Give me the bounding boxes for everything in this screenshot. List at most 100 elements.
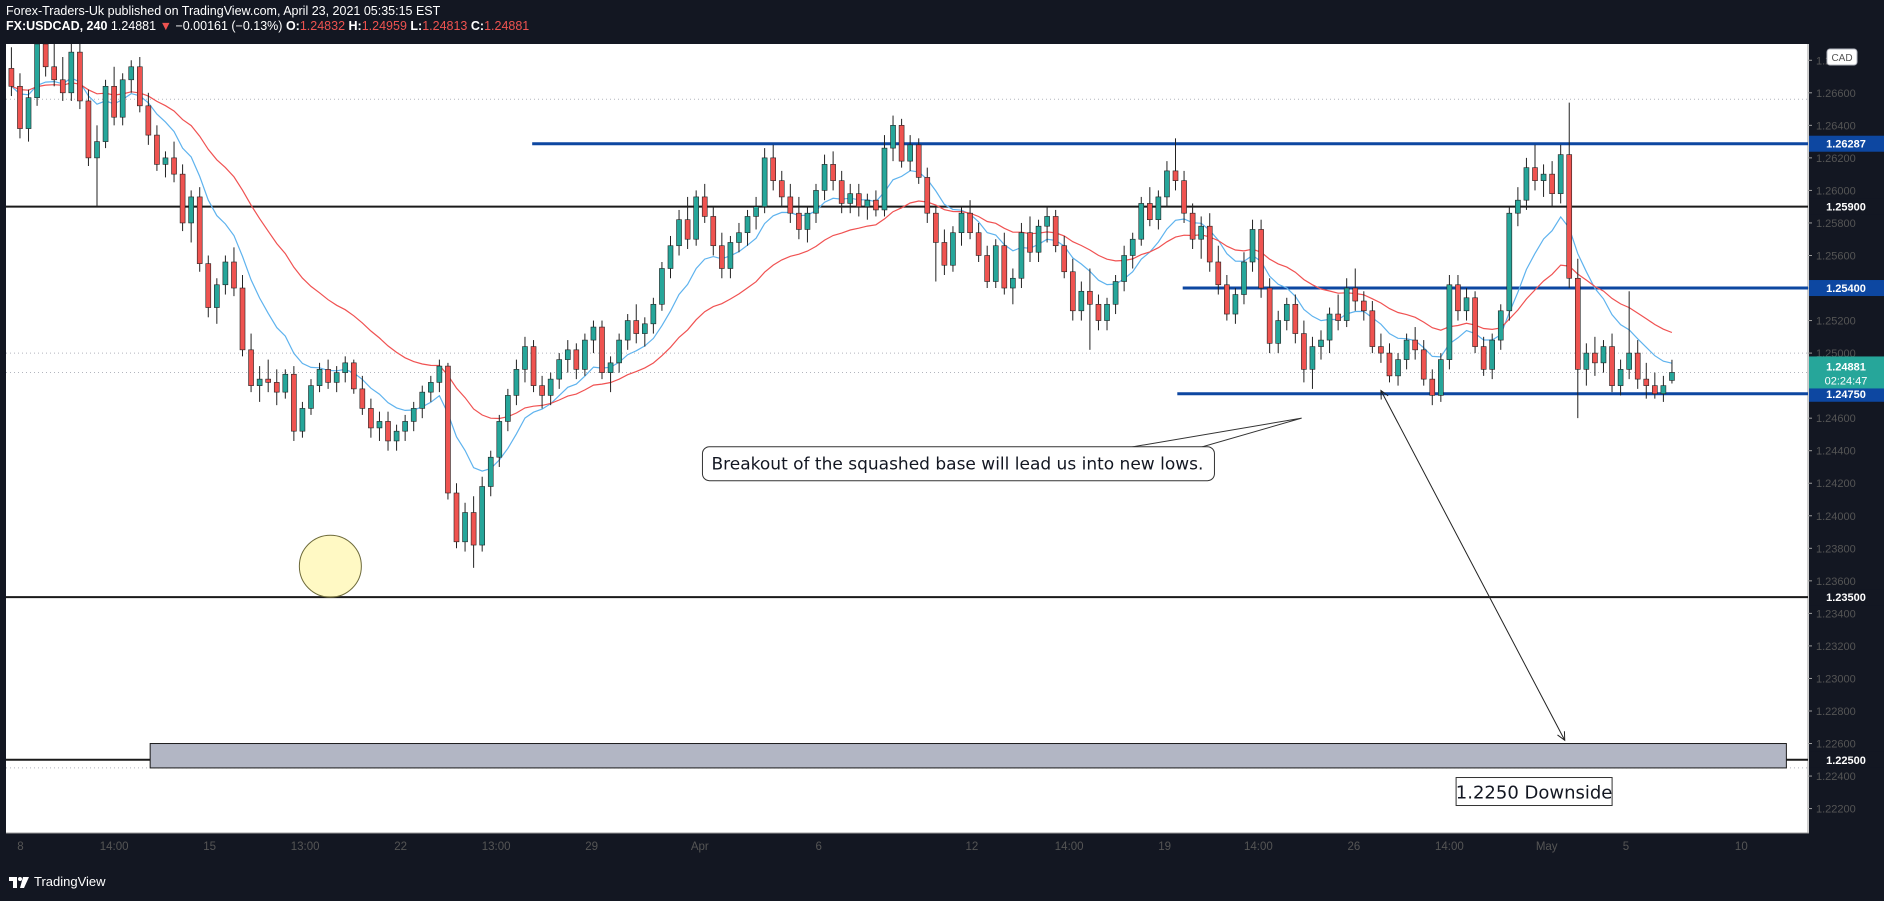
candle-body	[316, 369, 323, 386]
open-value: 1.24832	[299, 19, 346, 33]
candle	[992, 239, 999, 289]
candle	[1361, 291, 1367, 321]
candle-body	[1369, 310, 1376, 347]
candle-body	[855, 193, 862, 207]
currency-badge[interactable]	[1826, 48, 1858, 66]
candle-body	[145, 105, 152, 136]
candle-body	[1523, 167, 1530, 201]
candle-body	[907, 144, 913, 162]
candle	[616, 333, 622, 373]
candle-body	[136, 66, 143, 107]
candle-body	[890, 125, 896, 149]
candle-body	[1206, 225, 1213, 263]
candle	[479, 476, 485, 552]
candle-body	[196, 196, 203, 264]
callout-box[interactable]	[701, 446, 1215, 482]
candle-body	[838, 180, 845, 204]
candle	[1497, 304, 1504, 350]
candle	[1112, 275, 1119, 315]
candle-body	[1446, 284, 1453, 360]
close-label: C:	[470, 19, 485, 33]
candle-body	[419, 391, 426, 409]
candle	[873, 190, 879, 217]
highlight-circle[interactable]	[298, 534, 362, 598]
x-tick-label: 10	[1735, 841, 1748, 853]
candle	[1609, 333, 1615, 393]
projection-arrow-line[interactable]	[1380, 390, 1566, 741]
y-tick-label: 1.22200	[1816, 804, 1856, 816]
candle	[1044, 206, 1050, 243]
candle	[402, 414, 408, 441]
candle-body	[1052, 216, 1059, 247]
candle-body	[667, 245, 674, 269]
y-tick-label: 1.26200	[1816, 153, 1856, 165]
y-tick-label: 1.22600	[1816, 739, 1856, 751]
candle	[119, 73, 126, 126]
candle	[1266, 278, 1273, 354]
candle-body	[727, 242, 734, 269]
candle	[1069, 258, 1076, 321]
candle	[804, 206, 811, 243]
price-chart[interactable]: Breakout of the squashed base will lead …	[0, 44, 1884, 864]
candle	[1035, 219, 1042, 262]
candle	[564, 340, 571, 373]
candle	[1617, 359, 1624, 396]
candle-body	[42, 44, 49, 68]
level-price-label: 1.26287	[1826, 139, 1866, 151]
candle	[1557, 144, 1564, 204]
candle	[325, 359, 331, 389]
candle	[342, 356, 349, 383]
candle-body	[924, 177, 931, 214]
candle-body	[787, 196, 794, 214]
downside-zone-box[interactable]	[149, 743, 1787, 769]
tradingview-logo-icon[interactable]	[8, 875, 30, 889]
downside-label-box[interactable]	[1455, 777, 1613, 807]
candle	[950, 226, 956, 272]
candle	[770, 144, 777, 191]
candle-body	[1326, 313, 1333, 341]
candle	[1480, 336, 1487, 376]
chart-header: Forex-Traders-Uk published on TradingVie…	[0, 0, 1884, 44]
candle-body	[778, 180, 785, 198]
candle-body	[522, 346, 528, 370]
candle	[1386, 343, 1393, 383]
candle-body	[17, 85, 23, 129]
x-tick-label: 6	[815, 841, 821, 853]
candle	[1061, 235, 1068, 279]
low-highlight-circle[interactable]	[298, 534, 362, 598]
candle-body	[547, 378, 554, 396]
candle	[316, 362, 323, 393]
candle	[1489, 333, 1495, 380]
candle	[428, 375, 434, 402]
candle	[291, 366, 297, 441]
candle-body	[1352, 287, 1359, 302]
candle-body	[470, 512, 477, 546]
candle-body	[342, 362, 349, 373]
candle-body	[1438, 359, 1444, 396]
footer-bar: TradingView	[0, 864, 1884, 901]
x-tick-label: 29	[585, 841, 598, 853]
candle	[1095, 294, 1102, 331]
candle	[573, 343, 580, 380]
candle-body	[1010, 277, 1016, 289]
candle	[102, 79, 109, 149]
target-zone[interactable]	[149, 743, 1787, 769]
candle-body	[1335, 313, 1341, 321]
time-axis[interactable]: 8 14:00 15 13:00 22 13:00 29 Apr 6 12 14:00 19 14:00…	[17, 841, 1748, 853]
candle-body	[564, 349, 571, 360]
candle	[727, 235, 734, 279]
candle-body	[256, 378, 263, 386]
last-value: 1.24881	[110, 19, 157, 33]
candle	[1104, 297, 1110, 331]
candle-body	[530, 346, 537, 386]
candle-body	[701, 196, 708, 217]
candle-body	[119, 79, 126, 118]
candle-body	[128, 66, 135, 81]
candle-body	[1378, 346, 1384, 354]
annotations[interactable]: Breakout of the squashed base will lead …	[701, 389, 1613, 807]
candle-body	[453, 492, 460, 543]
candle	[530, 340, 537, 393]
candle-body	[376, 421, 383, 429]
candle	[368, 398, 374, 438]
x-tick-label: 19	[1158, 841, 1171, 853]
